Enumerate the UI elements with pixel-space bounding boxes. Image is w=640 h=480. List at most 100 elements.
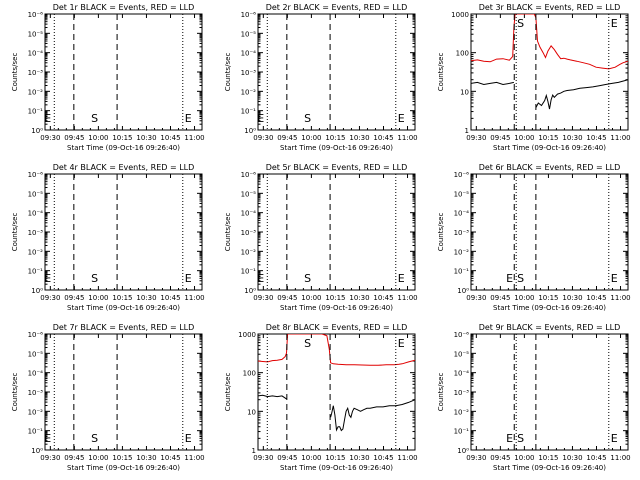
- x-tick-label: 10:00: [88, 454, 108, 462]
- x-axis-label: Start Time (09-Oct-16 09:26:40): [67, 144, 180, 152]
- x-tick-label: 09:45: [490, 454, 510, 462]
- x-tick-label: 11:00: [610, 134, 630, 142]
- y-axis-label: Counts/sec: [437, 53, 445, 92]
- x-tick-label: 09:45: [277, 134, 297, 142]
- y-tick-label: 10⁻³: [28, 229, 44, 237]
- y-tick-label: 10⁰: [31, 287, 43, 295]
- y-tick-label: 10⁻⁵: [454, 190, 470, 198]
- y-tick-label: 10⁰: [457, 447, 469, 455]
- y-tick-label: 10⁻⁴: [241, 210, 257, 218]
- panel-title: Det 3r BLACK = Events, RED = LLD: [479, 3, 621, 12]
- x-tick-label: 09:45: [277, 294, 297, 302]
- y-axis-label: Counts/sec: [11, 53, 19, 92]
- y-tick-label: 10⁻⁴: [241, 50, 257, 58]
- y-tick-label: 10⁻⁴: [28, 50, 44, 58]
- panel-det-2r: Det 2r BLACK = Events, RED = LLD 09:30 09:…: [224, 3, 418, 152]
- end-marker-label: E: [398, 337, 405, 350]
- x-tick-label: 11:00: [184, 294, 204, 302]
- x-tick-label: 10:15: [538, 134, 558, 142]
- y-tick-label: 10⁻²: [454, 408, 470, 416]
- y-tick-label: 10⁻³: [28, 69, 44, 77]
- x-axis-label: Start Time (09-Oct-16 09:26:40): [493, 464, 606, 472]
- y-tick-label: 10⁻⁵: [241, 190, 257, 198]
- y-tick-label: 1: [465, 127, 469, 135]
- y-tick-label: 10⁰: [457, 287, 469, 295]
- x-tick-label: 11:00: [397, 294, 417, 302]
- x-tick-label: 09:45: [64, 454, 84, 462]
- x-tick-label: 09:30: [466, 134, 486, 142]
- y-tick-label: 10: [460, 88, 469, 96]
- y-tick-label: 10⁻³: [454, 389, 470, 397]
- x-tick-label: 09:45: [490, 294, 510, 302]
- plot-frame: [44, 13, 203, 131]
- x-axis-label: Start Time (09-Oct-16 09:26:40): [280, 144, 393, 152]
- y-tick-label: 10⁻²: [454, 248, 470, 256]
- start-marker-label: S: [91, 432, 98, 445]
- end-marker-label: E: [611, 17, 618, 30]
- y-tick-label: 10⁰: [244, 287, 256, 295]
- y-tick-label: 100: [456, 50, 469, 58]
- end-marker-label: E: [185, 432, 192, 445]
- y-tick-label: 10⁻¹: [241, 268, 257, 276]
- y-tick-label: 100: [243, 370, 256, 378]
- x-axis-label: Start Time (09-Oct-16 09:26:40): [280, 464, 393, 472]
- y-tick-label: 10⁻³: [241, 69, 257, 77]
- x-tick-label: 09:30: [253, 134, 273, 142]
- panel-title: Det 4r BLACK = Events, RED = LLD: [53, 163, 195, 172]
- x-tick-label: 10:45: [586, 454, 606, 462]
- y-tick-label: 10⁻³: [241, 229, 257, 237]
- x-tick-label: 10:30: [136, 134, 156, 142]
- y-axis-label: Counts/sec: [224, 373, 232, 412]
- y-tick-label: 10⁻⁵: [241, 30, 257, 38]
- y-tick-label: 10⁻⁶: [454, 331, 470, 339]
- x-tick-label: 09:30: [40, 134, 60, 142]
- y-tick-label: 10⁻¹: [454, 428, 470, 436]
- series-lld-line: [471, 14, 628, 70]
- y-tick-label: 1000: [238, 331, 256, 339]
- x-tick-label: 10:15: [325, 294, 345, 302]
- y-axis-label: Counts/sec: [437, 213, 445, 252]
- y-tick-label: 10⁻⁵: [28, 190, 44, 198]
- x-tick-label: 10:45: [373, 134, 393, 142]
- panel-det-5r: Det 5r BLACK = Events, RED = LLD 09:30 09:…: [224, 163, 418, 312]
- x-axis-label: Start Time (09-Oct-16 09:26:40): [67, 464, 180, 472]
- y-tick-label: 10⁻⁵: [28, 350, 44, 358]
- x-tick-label: 10:45: [160, 134, 180, 142]
- x-tick-label: 10:30: [562, 294, 582, 302]
- x-tick-label: 10:15: [112, 294, 132, 302]
- end-marker-label: E: [506, 432, 513, 445]
- end-marker-label: E: [611, 432, 618, 445]
- panel-title: Det 5r BLACK = Events, RED = LLD: [266, 163, 408, 172]
- panel-det-8r: Det 8r BLACK = Events, RED = LLD 09:30 09:…: [224, 323, 418, 472]
- x-tick-label: 10:45: [373, 294, 393, 302]
- y-tick-label: 10⁻⁴: [28, 210, 44, 218]
- start-marker-label: S: [517, 432, 524, 445]
- x-tick-label: 10:45: [586, 294, 606, 302]
- x-axis-label: Start Time (09-Oct-16 09:26:40): [493, 144, 606, 152]
- start-marker-label: S: [517, 17, 524, 30]
- y-axis-label: Counts/sec: [224, 213, 232, 252]
- panel-det-4r: Det 4r BLACK = Events, RED = LLD 09:30 09:…: [11, 163, 205, 312]
- x-tick-label: 10:15: [325, 134, 345, 142]
- series-events-line: [471, 79, 628, 110]
- x-tick-label: 11:00: [610, 294, 630, 302]
- y-tick-label: 10⁻²: [241, 248, 257, 256]
- x-tick-label: 09:45: [64, 294, 84, 302]
- y-tick-label: 10⁻²: [28, 248, 44, 256]
- x-tick-label: 10:15: [538, 454, 558, 462]
- plot-frame: [257, 333, 416, 451]
- x-tick-label: 10:15: [325, 454, 345, 462]
- y-axis-label: Counts/sec: [224, 53, 232, 92]
- y-tick-label: 10⁻⁴: [28, 370, 44, 378]
- x-tick-label: 10:00: [514, 294, 534, 302]
- end-marker-label: E: [44, 432, 51, 445]
- x-tick-label: 10:45: [160, 294, 180, 302]
- x-tick-label: 09:30: [253, 294, 273, 302]
- start-marker-label: S: [517, 272, 524, 285]
- x-tick-label: 09:30: [40, 294, 60, 302]
- y-tick-label: 10⁰: [244, 127, 256, 135]
- panel-title: Det 8r BLACK = Events, RED = LLD: [266, 323, 408, 332]
- x-tick-label: 11:00: [184, 454, 204, 462]
- x-tick-label: 10:30: [562, 454, 582, 462]
- x-axis-label: Start Time (09-Oct-16 09:26:40): [67, 304, 180, 312]
